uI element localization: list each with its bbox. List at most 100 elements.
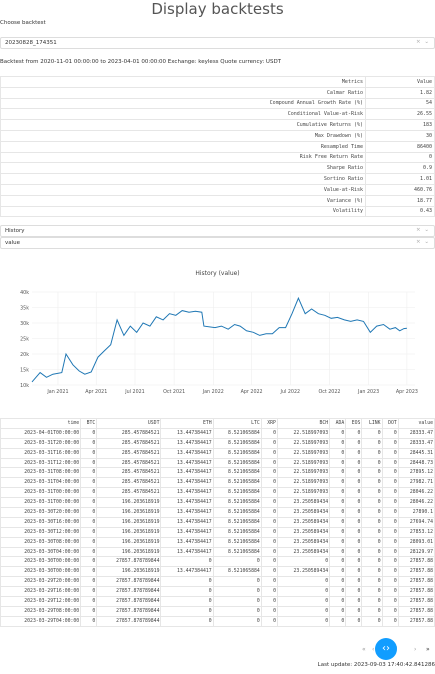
table-cell: 0	[345, 437, 363, 449]
table-cell: 0	[361, 536, 383, 548]
history-select[interactable]: History × ⌄	[0, 225, 435, 237]
table-cell: 0	[260, 596, 278, 607]
table-cell: 0	[381, 467, 399, 479]
table-cell: 0	[381, 507, 399, 518]
table-cell: 0	[276, 556, 331, 568]
table-cell: 285.457884521	[96, 487, 162, 499]
select-clear-chevron-icon[interactable]: × ⌄	[416, 39, 430, 45]
column-header-link[interactable]: LINK	[361, 418, 383, 429]
table-cell: 0	[276, 596, 331, 607]
table-cell: 28448.73	[397, 457, 435, 469]
table-cell: 22.518997093	[276, 437, 331, 449]
table-cell: 13.447384417	[160, 427, 214, 439]
column-header-dot[interactable]: DOT	[381, 418, 399, 429]
table-row: 2023-03-31T00:00:00 0 196.203618919 13.4473…	[0, 497, 435, 509]
history-line-chart[interactable]: 10k 15k 20k 25k 30k 35k 40k Jan 2021 Apr 2021 Jul…	[0, 282, 435, 402]
column-header-xrp[interactable]: XRP	[260, 418, 278, 429]
column-header-eos[interactable]: EOS	[345, 418, 363, 429]
chart-title: History (value)	[195, 270, 240, 277]
table-cell: 27857.88	[397, 586, 435, 598]
table-cell: 27857.878789844	[96, 576, 162, 588]
table-cell: 196.203618919	[96, 546, 162, 558]
table-cell: 2023-03-31T20:00:00	[0, 437, 82, 449]
table-cell: 28333.47	[397, 427, 435, 439]
table-cell: 0	[212, 576, 262, 588]
table-cell: 0	[381, 457, 399, 469]
value-select[interactable]: value × ⌄	[0, 237, 435, 249]
debug-menu-button[interactable]: ‹›	[375, 638, 397, 660]
x-tick-label: Jul 2021	[124, 389, 145, 395]
column-header-btc[interactable]: BTC	[80, 418, 98, 429]
table-cell: 0	[160, 586, 214, 598]
table-cell: 0	[276, 605, 331, 617]
table-cell: 0	[345, 615, 363, 627]
table-cell: 0	[80, 457, 98, 469]
table-cell: 0	[345, 467, 363, 479]
table-cell: 27857.88	[397, 576, 435, 588]
table-cell: 0	[80, 605, 98, 617]
table-cell: 0	[260, 526, 278, 538]
pager-first-button[interactable]: «	[362, 646, 366, 653]
table-cell: 23.250589434	[276, 526, 331, 538]
table-cell: 0	[80, 586, 98, 598]
x-tick-label: Jan 2022	[202, 389, 224, 395]
table-cell: 2023-03-29T08:00:00	[0, 605, 82, 617]
table-cell: 13.447384417	[160, 437, 214, 449]
column-header-ltc[interactable]: LTC	[212, 418, 262, 429]
table-cell: 23.250589434	[276, 507, 331, 518]
table-cell: 27895.12	[397, 467, 435, 479]
column-header-time[interactable]: time	[0, 418, 82, 429]
table-cell: 0	[80, 427, 98, 439]
table-cell: 27890.1	[397, 507, 435, 518]
backtest-select[interactable]: 20230828_174351 × ⌄	[0, 37, 435, 49]
table-cell: 27857.878789844	[96, 586, 162, 598]
table-cell: 196.203618919	[96, 526, 162, 538]
table-cell: 2023-03-30T04:00:00	[0, 546, 82, 558]
table-cell: 0	[260, 615, 278, 627]
metrics-row: Max Drawdown (%) 30	[0, 129, 435, 142]
table-cell: 13.447384417	[160, 477, 214, 489]
metrics-row: Volatility 0.43	[0, 205, 435, 218]
y-tick-label: 15k	[20, 367, 29, 373]
pager-next-button[interactable]: ›	[414, 646, 417, 653]
table-cell: 285.457884521	[96, 437, 162, 449]
column-header-ada[interactable]: ADA	[329, 418, 347, 429]
table-cell: 0	[80, 566, 98, 578]
table-cell: 27857.878789844	[96, 615, 162, 627]
pager-prev-button[interactable]: ‹	[372, 646, 375, 653]
metrics-row: Sortino Ratio 1.01	[0, 173, 435, 185]
column-header-value[interactable]: value	[397, 418, 435, 429]
column-header-eth[interactable]: ETH	[160, 418, 214, 429]
table-cell: 0	[329, 487, 347, 499]
table-cell: 22.518997093	[276, 447, 331, 459]
table-cell: 0	[329, 477, 347, 489]
table-cell: 0	[160, 576, 214, 588]
pager-last-button[interactable]: »	[426, 646, 430, 653]
select-clear-chevron-icon[interactable]: × ⌄	[416, 227, 430, 233]
table-cell: 0	[345, 596, 363, 607]
table-cell: 0	[381, 596, 399, 607]
table-cell: 0	[329, 576, 347, 588]
table-cell: 2023-04-01T00:00:00	[0, 427, 82, 439]
table-cell: 0	[329, 526, 347, 538]
table-cell: 28333.47	[397, 437, 435, 449]
table-cell: 8.521065884	[212, 526, 262, 538]
table-cell: 0	[160, 615, 214, 627]
table-cell: 0	[361, 576, 383, 588]
table-cell: 2023-03-29T12:00:00	[0, 596, 82, 607]
column-header-bch[interactable]: BCH	[276, 418, 331, 429]
select-clear-chevron-icon[interactable]: × ⌄	[416, 239, 430, 245]
column-header-usdt[interactable]: USDT	[96, 418, 162, 429]
metric-value: 26.55	[365, 108, 435, 121]
table-cell: 0	[361, 516, 383, 528]
metric-name: Cumulative Returns (%)	[0, 119, 366, 131]
table-cell: 0	[361, 556, 383, 568]
metrics-row: Resampled Time 86400	[0, 140, 435, 153]
table-row: 2023-03-30T00:00:00 0 196.203618919 13.4473…	[0, 566, 435, 578]
table-cell: 0	[329, 546, 347, 558]
x-tick-label: Jul 2022	[280, 389, 301, 395]
table-cell: 0	[345, 586, 363, 598]
table-cell: 27857.88	[397, 605, 435, 617]
table-cell: 0	[260, 487, 278, 499]
table-row: 2023-03-31T08:00:00 0 285.457884521 13.4473…	[0, 467, 435, 479]
